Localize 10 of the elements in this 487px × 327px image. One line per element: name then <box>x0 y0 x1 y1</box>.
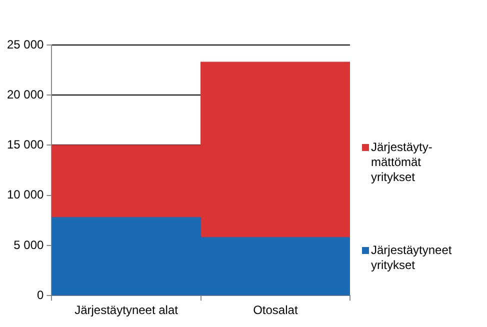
y-tick-label: 10 000 <box>7 188 44 202</box>
y-tick-label: 25 000 <box>7 37 44 52</box>
y-tick-label: 15 000 <box>7 138 44 152</box>
y-tick-label: 5 000 <box>14 238 44 252</box>
legend-label: Järjestäyty-mättömät yritykset <box>371 140 434 185</box>
legend-label: Järjestäytyneet yritykset <box>371 243 453 273</box>
y-tick-label: 0 <box>37 288 44 302</box>
x-tick-label: Otosalat <box>253 303 298 318</box>
y-tick-label: 20 000 <box>7 87 44 102</box>
x-tick-label: Järjestäytyneet alat <box>74 303 179 318</box>
